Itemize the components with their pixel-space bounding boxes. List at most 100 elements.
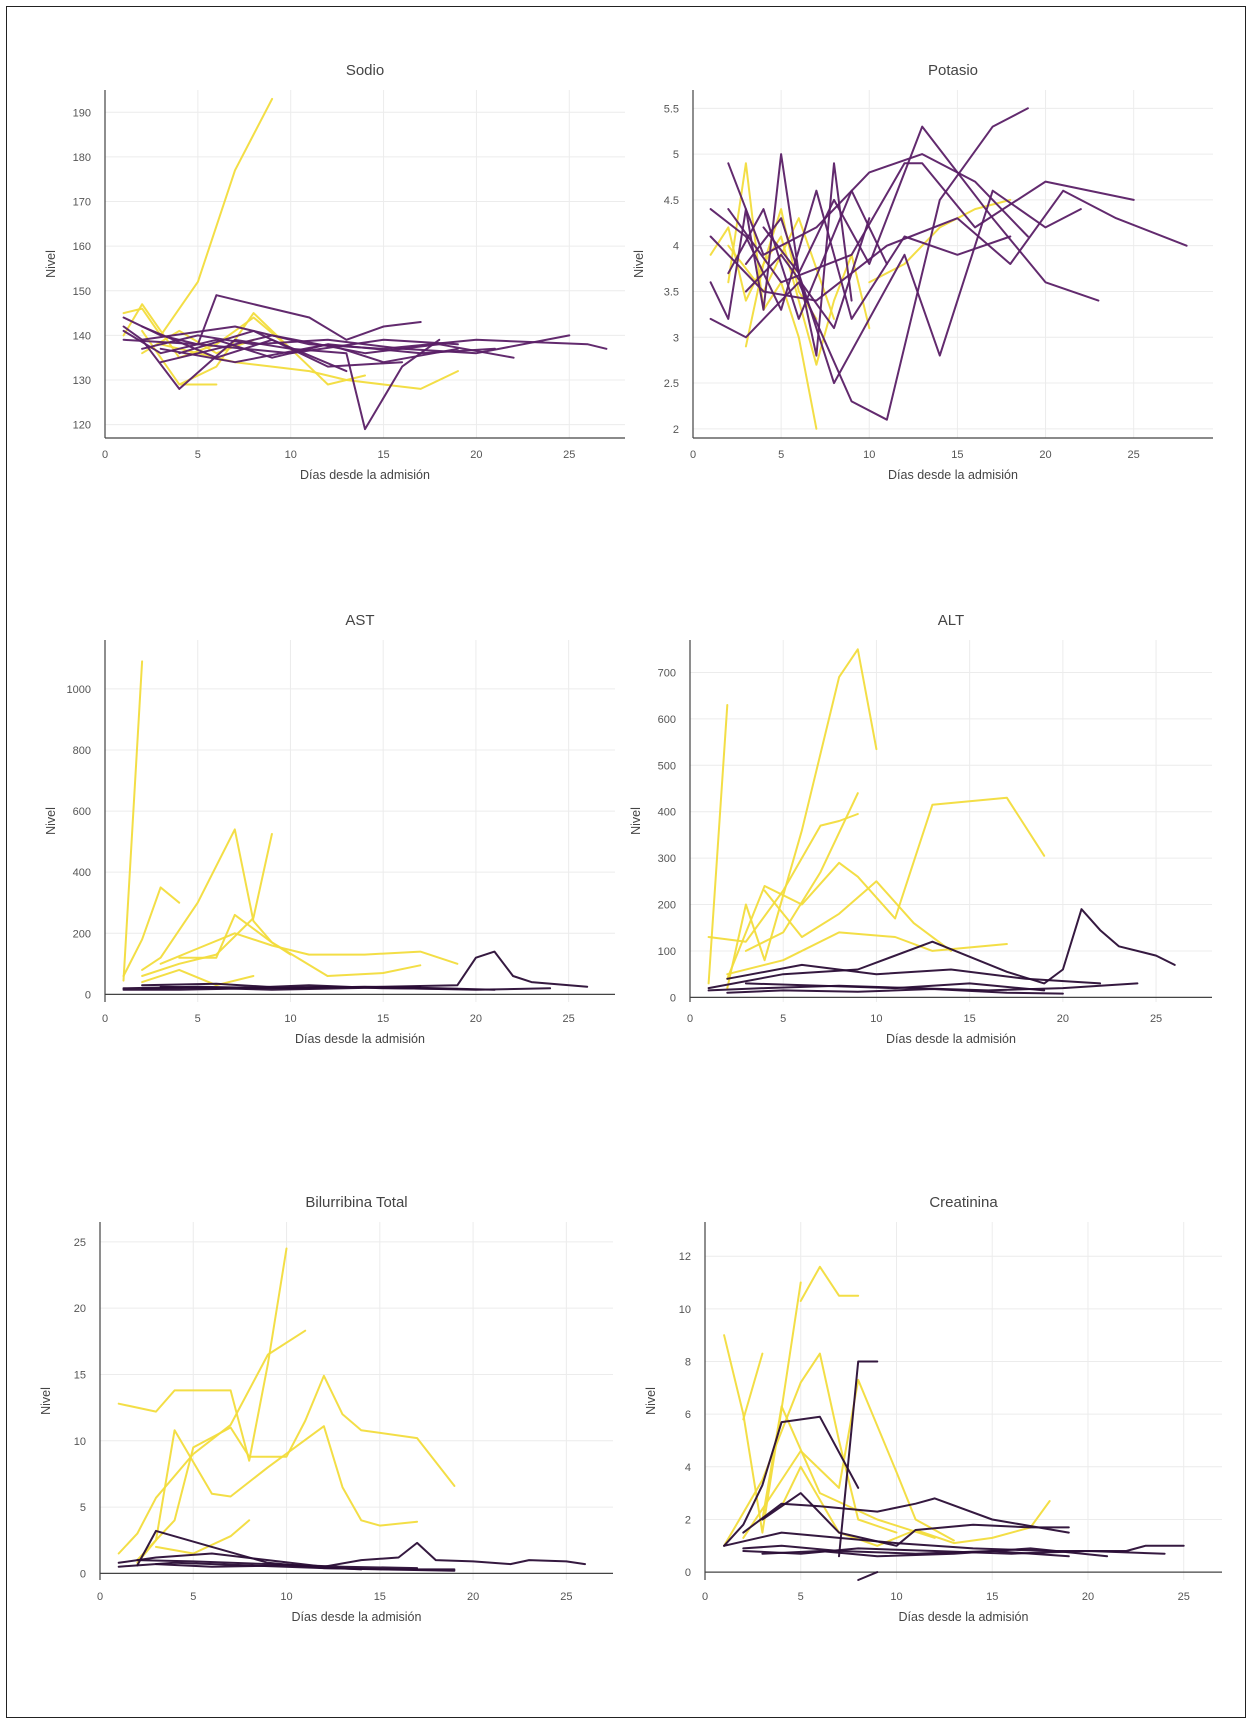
x-axis-label: Días desde la admisión: [888, 468, 1018, 482]
series-line-2: [726, 648, 878, 990]
y-tick-label: 300: [658, 853, 676, 865]
y-tick-label: 150: [73, 286, 91, 298]
chart-panel-3: 0 5 10 15 20 25 0 200 400 600 800 1000 AST Días desde…: [44, 612, 615, 1046]
series-line-11: [727, 162, 1135, 284]
series-line-1: [122, 660, 144, 982]
series-line-1: [723, 1281, 802, 1534]
x-tick-label: 25: [563, 449, 575, 461]
series-line-12: [141, 985, 422, 991]
x-tick-label: 15: [377, 449, 389, 461]
x-tick-label: 0: [102, 1013, 108, 1025]
series-line-11: [761, 1492, 1070, 1547]
series-line-7: [141, 968, 255, 987]
series-line-13: [178, 329, 404, 368]
series-line-8: [723, 1415, 860, 1547]
x-tick-label: 10: [280, 1591, 292, 1603]
series-line-4: [726, 796, 1046, 980]
y-tick-label: 0: [80, 1568, 86, 1580]
chart-title: Potasio: [928, 62, 978, 79]
x-tick-label: 5: [780, 1013, 786, 1025]
chart-title: Sodio: [346, 62, 384, 79]
y-tick-label: 6: [685, 1409, 691, 1421]
series-line-4: [723, 1352, 898, 1547]
x-tick-label: 25: [563, 1013, 575, 1025]
x-tick-label: 0: [690, 449, 696, 461]
y-tick-label: 0: [670, 992, 676, 1004]
y-tick-label: 20: [74, 1303, 86, 1315]
y-axis-label: Nivel: [44, 807, 58, 835]
x-axis-label: Días desde la admisión: [886, 1032, 1016, 1046]
series-line-11: [744, 982, 1046, 992]
series-line-4: [136, 1425, 419, 1564]
y-tick-label: 2: [685, 1514, 691, 1526]
y-tick-label: 190: [73, 107, 91, 119]
x-tick-label: 20: [1082, 1591, 1094, 1603]
series-line-13: [742, 1547, 1166, 1555]
series-line-9: [141, 334, 571, 355]
x-tick-label: 0: [702, 1591, 708, 1603]
chart-panel-2: 0 5 10 15 20 25 2 2.5 3 3.5 4 4.5 5 5.5 Potasio Días de…: [632, 62, 1213, 482]
series-line-12: [762, 125, 1100, 302]
y-tick-label: 170: [73, 197, 91, 209]
series-line-2: [122, 886, 181, 977]
y-tick-label: 800: [73, 745, 91, 757]
y-tick-label: 10: [679, 1304, 691, 1316]
series-line-6: [763, 880, 952, 952]
series-line-15: [727, 189, 888, 320]
y-axis-label: Nivel: [39, 1387, 53, 1415]
x-tick-label: 25: [560, 1591, 572, 1603]
series-line-16: [141, 325, 348, 373]
chart-title: Creatinina: [929, 1194, 998, 1211]
y-tick-label: 200: [658, 900, 676, 912]
series-line-9: [136, 1559, 419, 1570]
x-tick-label: 0: [97, 1591, 103, 1603]
y-axis-label: Nivel: [629, 807, 643, 835]
y-tick-label: 130: [73, 375, 91, 387]
x-tick-label: 10: [870, 1013, 882, 1025]
y-tick-label: 180: [73, 152, 91, 164]
series-line-14: [744, 217, 871, 330]
x-tick-label: 20: [1039, 449, 1051, 461]
y-axis-label: Nivel: [44, 250, 58, 278]
x-tick-label: 0: [102, 449, 108, 461]
y-tick-label: 4.5: [664, 195, 679, 207]
x-tick-label: 20: [1057, 1013, 1069, 1025]
chart-panel-6: 0 5 10 15 20 25 0 2 4 6 8 10 12 Creatinina Días desde …: [644, 1194, 1222, 1624]
series-line-5: [744, 792, 859, 952]
y-tick-label: 2.5: [664, 378, 679, 390]
series-line-12: [726, 988, 1064, 995]
series-line-15: [742, 1544, 1070, 1558]
x-axis-label: Días desde la admisión: [899, 1610, 1029, 1624]
series-line-1: [707, 704, 729, 985]
x-tick-label: 15: [377, 1013, 389, 1025]
x-tick-label: 15: [374, 1591, 386, 1603]
y-tick-label: 700: [658, 667, 676, 679]
series-line-9: [726, 963, 1102, 985]
series-line-10: [707, 982, 1139, 992]
x-axis-label: Días desde la admisión: [292, 1610, 422, 1624]
series-line-16: [857, 1571, 879, 1581]
series-line-10: [742, 1497, 1070, 1534]
series-line-5: [159, 932, 459, 965]
x-tick-label: 5: [778, 449, 784, 461]
x-axis-label: Días desde la admisión: [300, 468, 430, 482]
y-tick-label: 15: [74, 1369, 86, 1381]
y-tick-label: 600: [73, 806, 91, 818]
chart-panel-1: 0 5 10 15 20 25 120 130 140 150 160 170 180 190 Sodio D…: [44, 62, 625, 482]
y-tick-label: 5: [673, 149, 679, 161]
y-tick-label: 5.5: [664, 103, 679, 115]
x-tick-label: 5: [190, 1591, 196, 1603]
y-tick-label: 3: [673, 332, 679, 344]
x-tick-label: 20: [470, 1013, 482, 1025]
y-tick-label: 8: [685, 1357, 691, 1369]
series-line-14: [122, 338, 459, 355]
y-tick-label: 400: [658, 807, 676, 819]
x-tick-label: 15: [951, 449, 963, 461]
chart-panel-4: 0 5 10 15 20 25 0 100 200 300 400 500 600 700 ALT Días …: [629, 612, 1212, 1046]
series-line-6: [178, 913, 422, 977]
x-tick-label: 10: [863, 449, 875, 461]
x-tick-label: 15: [986, 1591, 998, 1603]
y-tick-label: 0: [85, 989, 91, 1001]
series-line-12: [723, 1531, 1185, 1552]
